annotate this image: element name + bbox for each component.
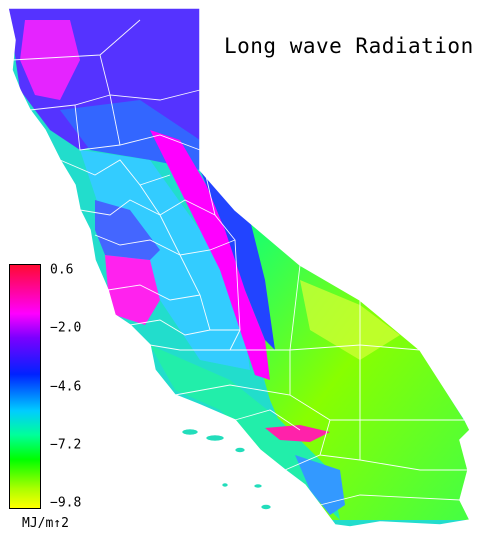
map-title: Long wave Radiation <box>224 34 474 58</box>
legend-tick-1: −2.0 <box>50 320 82 336</box>
sierra-magenta <box>150 130 270 380</box>
coast-blue <box>95 200 160 260</box>
legend-tick-2: −4.6 <box>50 379 82 394</box>
legend-tick-0: 0.6 <box>50 262 74 278</box>
coast-magenta <box>105 255 160 325</box>
legend-units-label: MJ/m↑2 <box>22 516 69 531</box>
legend-tick-3: −7.2 <box>50 437 82 453</box>
central-valley <box>80 150 250 370</box>
legend-color-bar <box>9 264 41 509</box>
channel-islands <box>181 428 272 510</box>
transverse-magenta <box>265 425 330 442</box>
legend-tick-4: −9.8 <box>50 495 82 511</box>
north-magenta <box>20 20 80 100</box>
county-boundaries <box>11 19 468 506</box>
state-outline <box>7 7 472 528</box>
mojave-yellow <box>300 280 400 360</box>
sierra-blue <box>200 170 275 350</box>
peninsular-blue <box>295 455 345 515</box>
